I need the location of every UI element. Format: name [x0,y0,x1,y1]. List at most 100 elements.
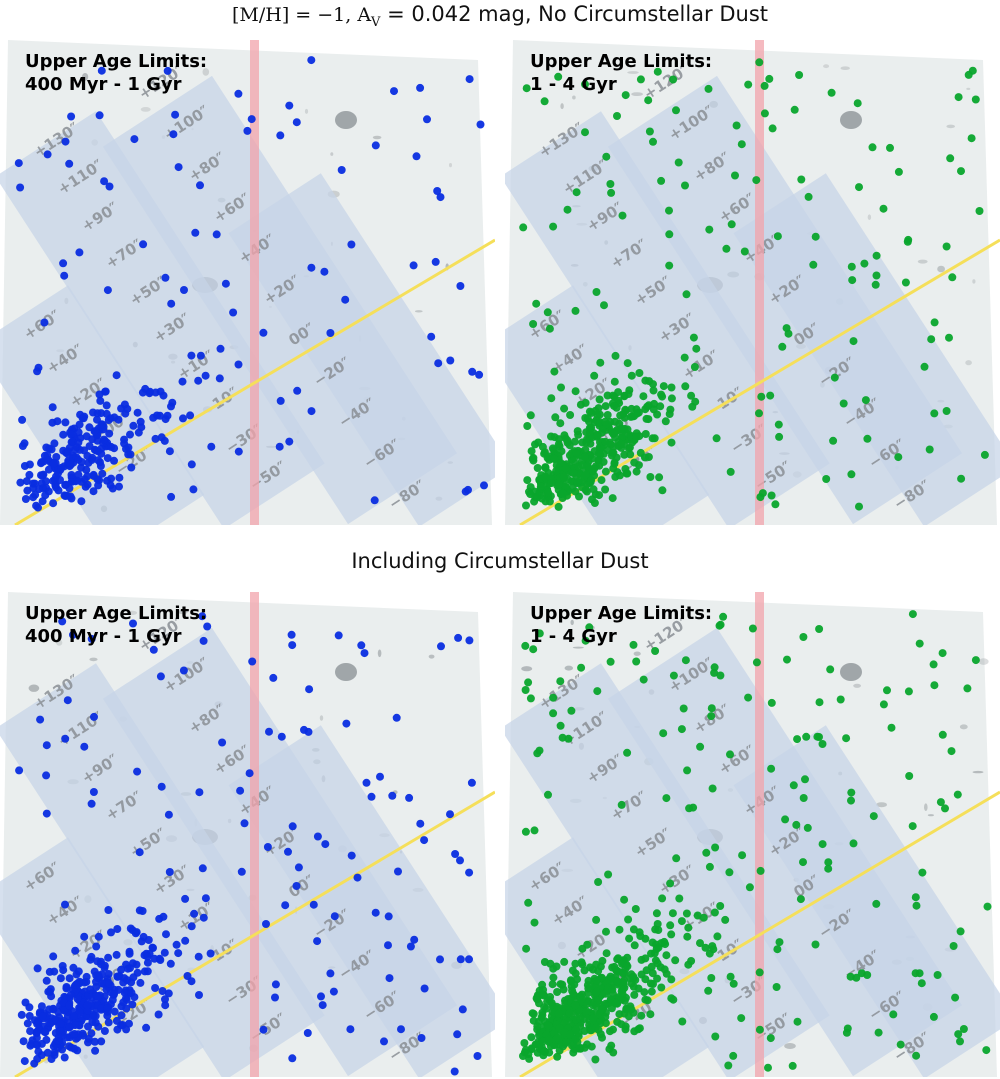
star-point [585,623,594,632]
star-point [729,1051,738,1060]
star-point [31,490,40,499]
star-point [96,462,105,470]
star-point [905,772,914,780]
star-point [842,734,851,743]
star-point [522,501,530,510]
star-point [585,407,594,416]
star-point [543,308,552,317]
star-point [187,460,196,469]
star-point [40,318,49,327]
star-point [632,657,641,666]
star-point [874,1028,883,1037]
star-point [33,1019,42,1028]
background-galaxy [946,124,955,129]
star-point [765,74,774,83]
star-point [167,492,176,501]
star-point [196,351,205,360]
star-point [360,649,369,658]
star-point [103,1004,112,1013]
star-point [668,909,677,918]
star-point [811,940,820,949]
star-point [615,925,624,934]
star-point [143,967,152,976]
star-point [912,1051,921,1060]
star-point [646,473,655,481]
star-point [198,612,207,621]
star-point [945,333,953,342]
star-point [620,895,629,904]
star-point [581,471,590,479]
slit-strip [0,285,205,525]
star-point [581,398,590,407]
star-point [967,134,976,143]
star-point [143,958,152,967]
star-point [692,344,701,353]
star-point [134,428,143,437]
star-point [112,371,121,380]
star-point [980,450,989,459]
star-point [847,262,856,271]
star-point [138,907,147,915]
star-point [956,1037,964,1046]
star-point [554,502,563,511]
star-point [593,431,602,439]
star-point [142,1023,151,1032]
star-point [71,445,79,454]
star-point [667,383,676,392]
star-point [682,909,691,918]
star-point [599,457,608,466]
star-point [526,694,535,703]
star-point [667,994,676,1003]
star-point [234,360,243,369]
star-point [796,895,805,904]
star-point [930,318,939,327]
star-point [630,990,639,999]
star-point [631,905,640,913]
star-point [554,480,563,489]
star-point [855,183,863,192]
star-point [166,959,175,968]
star-point [135,848,144,857]
star-point [630,941,639,950]
star-point [84,1038,92,1047]
star-point [376,772,384,781]
star-point [667,438,676,447]
slit-strip [0,111,325,525]
star-point [162,930,170,939]
slit-strip [0,837,205,1077]
star-point [609,429,618,438]
star-point [44,487,53,496]
star-point [649,137,657,146]
star-point [936,798,945,807]
star-point [129,421,138,430]
star-point [97,409,106,418]
star-point [690,363,699,371]
star-point [527,1033,536,1042]
star-point [529,1009,538,1018]
star-point [75,248,84,257]
star-point [533,464,542,472]
star-point [666,921,675,930]
star-point [123,404,132,413]
star-point [613,977,621,985]
star-point [559,473,568,482]
star-point [105,429,114,438]
star-point [963,684,972,693]
star-point [607,1041,616,1050]
star-point [634,984,643,993]
star-point [132,960,141,969]
star-point [465,955,473,964]
star-point [705,862,714,871]
star-point [271,993,279,1002]
star-point [592,976,601,985]
star-point [662,969,671,978]
star-point [104,906,113,914]
star-point [519,223,528,232]
star-point [303,1029,312,1037]
star-point [760,109,769,118]
star-point [656,402,665,411]
panel-label-line1: Upper Age Limits: [530,51,713,72]
star-point [696,939,704,948]
star-point [702,848,711,857]
star-point [65,1001,74,1010]
